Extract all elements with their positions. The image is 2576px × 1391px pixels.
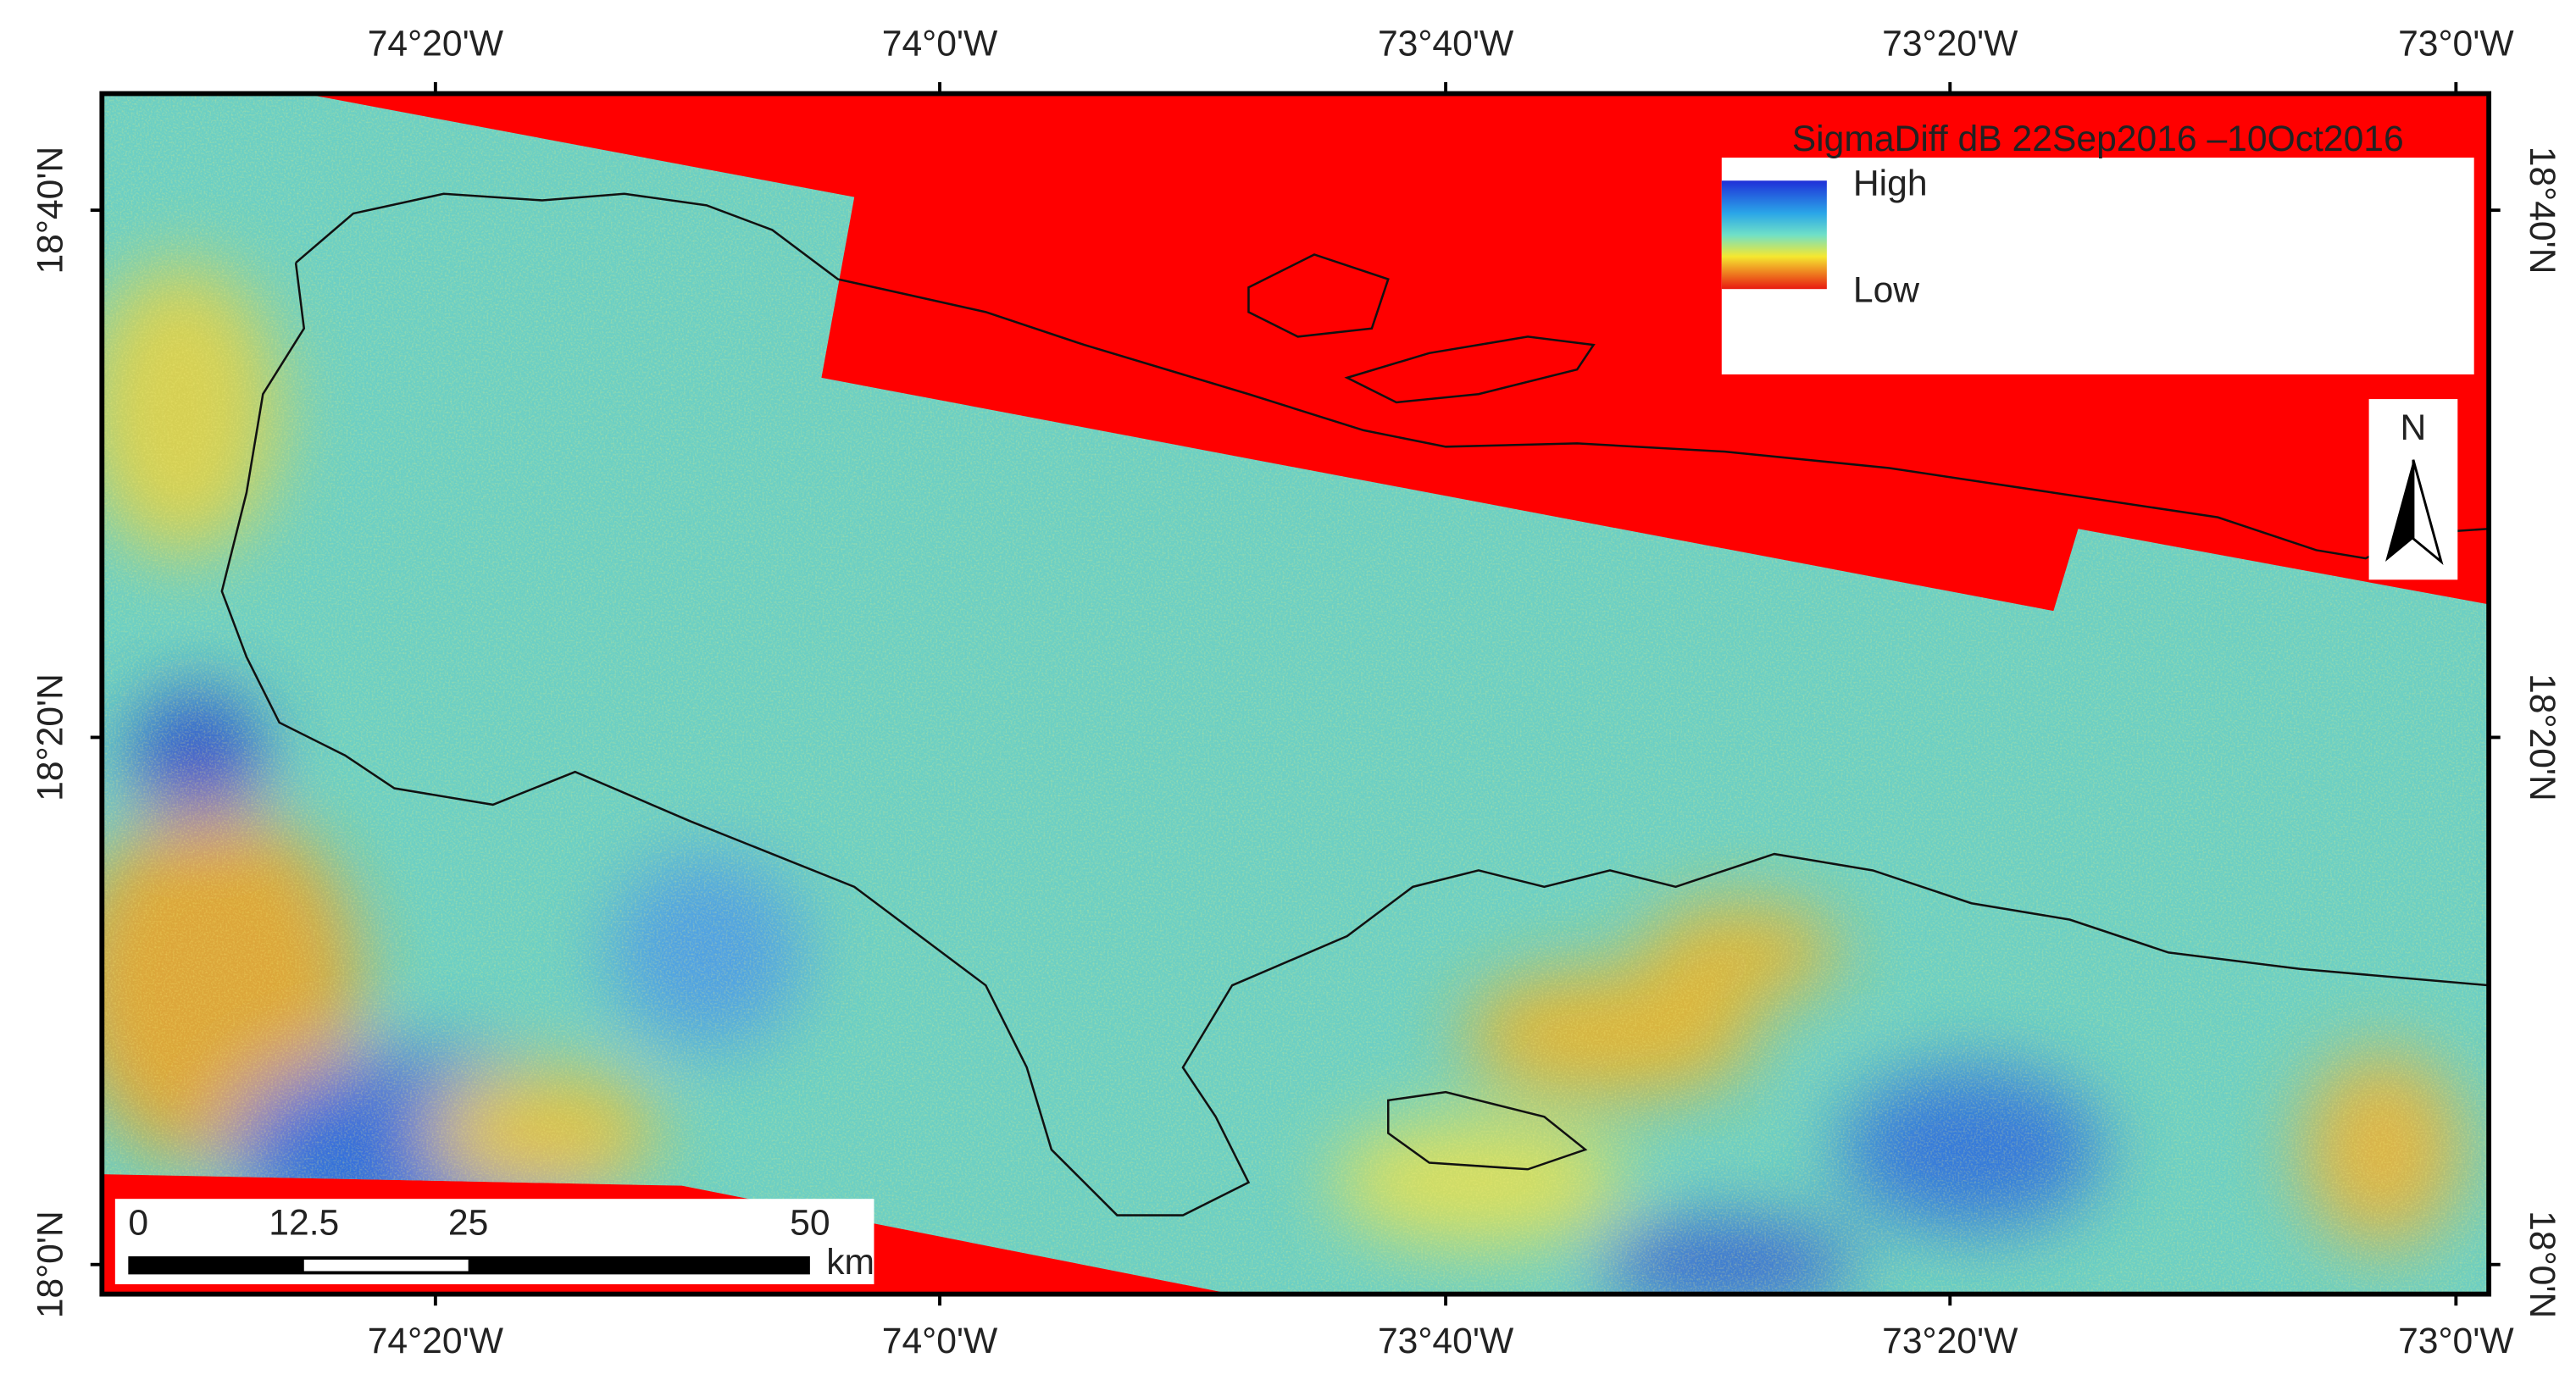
scale-unit: km bbox=[826, 1242, 874, 1283]
lon-label-bottom: 73°20'W bbox=[1882, 1321, 2018, 1361]
scale-black bbox=[128, 1256, 810, 1275]
north-arrow-right bbox=[2412, 459, 2444, 566]
legend: SigmaDiff dB 22Sep2016 –10Oct2016 High L… bbox=[1721, 119, 2474, 375]
legend-low: Low bbox=[1853, 269, 1919, 310]
lat-label-left: 18°40'N bbox=[30, 147, 70, 274]
legend-ramp bbox=[1721, 180, 1827, 290]
lat-label-right: 18°0'N bbox=[2522, 1211, 2562, 1318]
lon-label-top: 73°20'W bbox=[1882, 24, 2018, 64]
scale-label: 0 bbox=[128, 1202, 148, 1243]
lat-label-right: 18°40'N bbox=[2522, 147, 2562, 274]
lon-label-top: 74°0'W bbox=[882, 24, 998, 64]
lon-label-top: 73°0'W bbox=[2398, 24, 2514, 64]
lon-label-bottom: 74°20'W bbox=[368, 1321, 504, 1361]
north-label: N bbox=[2401, 407, 2427, 448]
coastline bbox=[220, 192, 2490, 1216]
lon-label-top: 73°40'W bbox=[1378, 24, 1514, 64]
legend-title: SigmaDiff dB 22Sep2016 –10Oct2016 bbox=[1792, 119, 2404, 159]
scale-label: 25 bbox=[448, 1202, 488, 1243]
legend-high: High bbox=[1853, 163, 1928, 203]
scale-label: 50 bbox=[790, 1202, 830, 1243]
lat-label-left: 18°20'N bbox=[30, 673, 70, 801]
scale-white bbox=[303, 1259, 469, 1272]
north-arrow-left bbox=[2384, 459, 2413, 562]
map-frame bbox=[99, 91, 2492, 1297]
north-arrow: N bbox=[2368, 399, 2458, 580]
lat-label-right: 18°20'N bbox=[2522, 673, 2562, 801]
lat-label-left: 18°0'N bbox=[30, 1211, 70, 1318]
lon-label-bottom: 73°0'W bbox=[2398, 1321, 2514, 1361]
lon-label-top: 74°20'W bbox=[368, 24, 504, 64]
scale-label: 12.5 bbox=[269, 1202, 339, 1243]
legend-box bbox=[1721, 158, 2474, 375]
lon-label-bottom: 73°40'W bbox=[1378, 1321, 1514, 1361]
lon-label-bottom: 74°0'W bbox=[882, 1321, 998, 1361]
